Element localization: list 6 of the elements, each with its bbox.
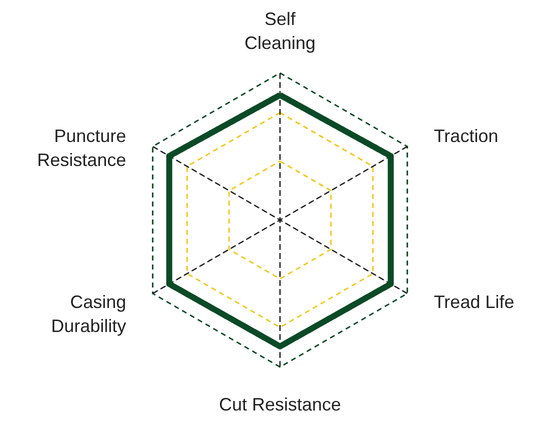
spoke-label: Traction [434,126,498,146]
spoke-label: Tread Life [434,292,514,312]
spoke-label: Self Cleaning [244,8,316,53]
spoke-label: Puncture Resistance [37,126,126,170]
spoke-label: Cut Resistance [218,394,342,414]
spoke-label: Casing Durability [51,292,126,336]
